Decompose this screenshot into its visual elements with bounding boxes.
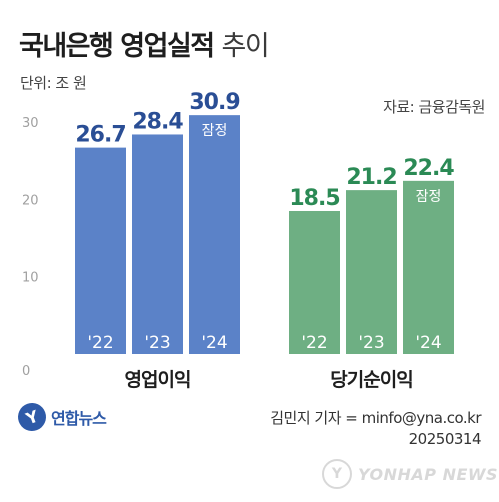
y-tick-label: 30 xyxy=(22,116,39,131)
value-label: 30.9 xyxy=(189,90,239,115)
unit-label: 단위: 조 원 xyxy=(20,74,87,92)
yonhap-watermark-icon: Y xyxy=(322,459,352,489)
value-label: 28.4 xyxy=(132,109,183,134)
group-label: 당기순이익 xyxy=(330,369,412,391)
bar xyxy=(289,210,340,354)
bar xyxy=(189,115,240,354)
logo-text: 연합뉴스 xyxy=(51,409,107,428)
year-label: '22 xyxy=(301,333,327,353)
year-label: '23 xyxy=(358,333,384,353)
y-tick-label: 20 xyxy=(22,193,39,208)
year-label: '24 xyxy=(201,333,227,353)
title-sub: 추이 xyxy=(221,31,270,62)
y-tick-label: 0 xyxy=(22,364,30,379)
group-label: 영업이익 xyxy=(125,369,191,391)
preliminary-label: 잠정 xyxy=(416,189,442,205)
y-tick-label: 10 xyxy=(22,271,39,286)
yonhap-logo-icon: Y xyxy=(14,399,50,435)
bar xyxy=(132,134,183,354)
value-label: 21.2 xyxy=(346,165,396,190)
credit-author: 김민지 기자 = minfo@yna.co.kr xyxy=(270,409,481,427)
credit-date: 20250314 xyxy=(408,430,482,448)
value-label: 26.7 xyxy=(75,123,125,148)
source-label: 자료: 금융감독원 xyxy=(383,98,485,116)
year-label: '22 xyxy=(87,333,113,353)
watermark-text: YONHAP NEWS xyxy=(358,464,499,484)
year-label: '23 xyxy=(144,333,170,353)
yonhap-logo: Y 연합뉴스 xyxy=(14,399,107,435)
year-label: '24 xyxy=(415,333,441,353)
value-label: 18.5 xyxy=(289,186,339,211)
bar xyxy=(346,190,397,354)
bar xyxy=(403,180,454,354)
credit: 김민지 기자 = minfo@yna.co.kr 20250314 xyxy=(270,408,481,450)
value-label: 22.4 xyxy=(403,156,454,181)
preliminary-label: 잠정 xyxy=(202,123,228,139)
page-title: 국내은행 영업실적 추이 xyxy=(19,24,270,63)
watermark: Y YONHAP NEWS xyxy=(322,459,498,489)
title-main: 국내은행 영업실적 xyxy=(19,31,215,62)
bar xyxy=(75,147,126,354)
